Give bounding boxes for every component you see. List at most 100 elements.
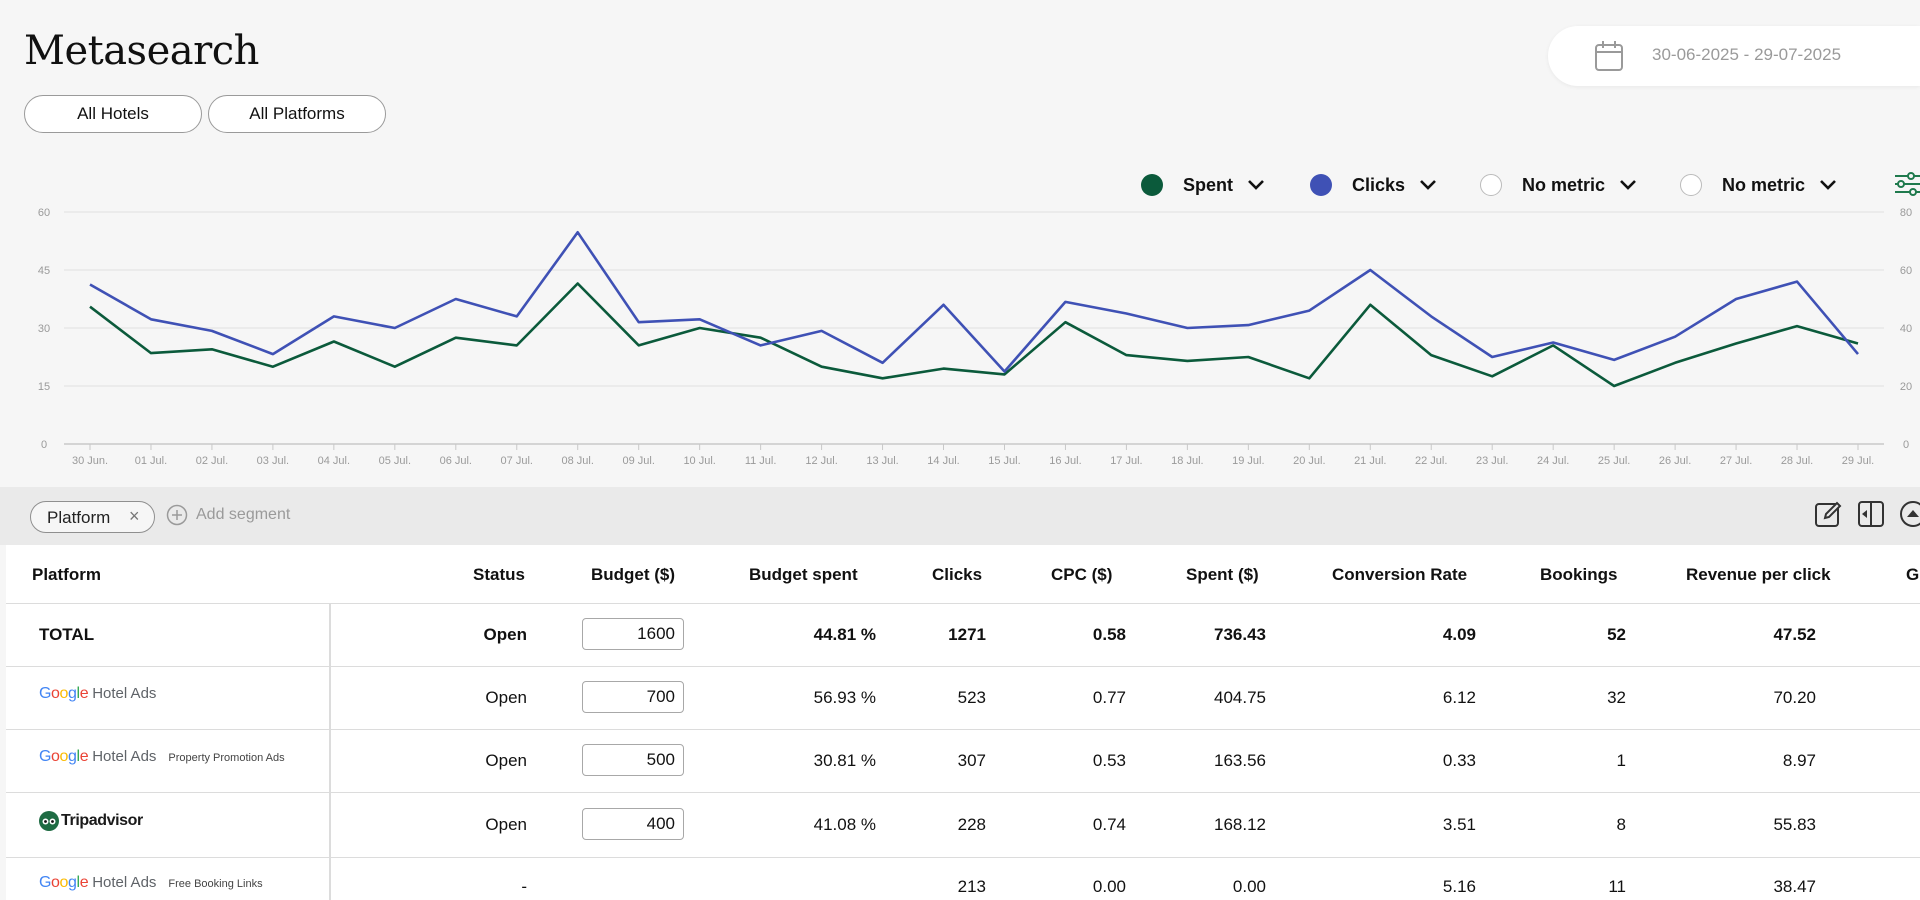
conversion-cell: 5.16 (1442, 877, 1476, 896)
col-header-status[interactable]: Status (473, 565, 525, 584)
x-axis-tick-label: 14 Jul. (927, 455, 959, 467)
google-wordmark: Google (39, 685, 89, 702)
tripadvisor-owl-icon (39, 811, 59, 831)
spent-cell: 404.75 (1214, 688, 1266, 707)
collapse-up-icon[interactable] (1898, 499, 1920, 529)
spent-cell: 736.43 (1214, 625, 1266, 644)
columns-icon[interactable] (1856, 499, 1886, 529)
budget-input[interactable]: 700 (582, 681, 684, 713)
legend-item-clicks[interactable]: Clicks (1310, 170, 1437, 200)
conversion-cell: 4.09 (1442, 625, 1476, 644)
cpc-cell: 0.53 (1092, 751, 1126, 770)
platform-name: Hotel Ads (92, 874, 157, 891)
left-axis-tick-label: 0 (41, 439, 47, 451)
cpc-cell: 0.00 (1092, 877, 1126, 896)
legend-item-spent[interactable]: Spent (1141, 170, 1265, 200)
column-divider (329, 603, 331, 900)
col-header-conversion-rate[interactable]: Conversion Rate (1332, 565, 1468, 584)
series-line-clicks (89, 230, 1859, 373)
x-axis-tick-label: 04 Jul. (318, 455, 350, 467)
all-platforms-filter-button[interactable]: All Platforms (208, 95, 386, 133)
x-axis-tick-label: 23 Jul. (1476, 455, 1508, 467)
left-axis-tick-label: 30 (38, 323, 50, 335)
empty-dot-icon (1480, 174, 1502, 196)
table-row: Google Hotel Ads Property Promotion Ads … (6, 729, 1920, 792)
status-cell: Open (485, 751, 527, 770)
clicks-cell: 1271 (948, 625, 986, 644)
budget-input[interactable]: 1600 (582, 618, 684, 650)
x-axis-tick-label: 22 Jul. (1415, 455, 1447, 467)
budget-spent-cell: 41.08 % (813, 815, 876, 834)
col-header-bookings[interactable]: Bookings (1540, 565, 1618, 584)
date-range-text: 30-06-2025 - 29-07-2025 (1652, 45, 1842, 64)
platform-subtype: Property Promotion Ads (168, 752, 285, 764)
google-wordmark: Google (39, 748, 89, 765)
x-axis-tick-label: 02 Jul. (196, 455, 228, 467)
x-axis-tick-label: 12 Jul. (805, 455, 837, 467)
right-axis-tick-label: 0 (1903, 439, 1909, 451)
legend-item-no-metric-2[interactable]: No metric (1680, 170, 1837, 200)
platform-subtype: Free Booking Links (168, 878, 263, 890)
cpc-cell: 0.77 (1092, 688, 1126, 707)
status-cell: Open (483, 625, 527, 644)
conversion-cell: 6.12 (1442, 688, 1476, 707)
rpc-cell: 8.97 (1782, 751, 1816, 770)
x-axis-tick-label: 27 Jul. (1720, 455, 1752, 467)
status-cell: Open (485, 815, 527, 834)
budget-spent-cell: 44.81 % (813, 625, 876, 644)
budget-input[interactable]: 400 (582, 808, 684, 840)
table-row: Google Hotel Ads Free Booking Links - 21… (6, 857, 1920, 900)
spent-cell: 0.00 (1232, 877, 1266, 896)
clicks-cell: 228 (957, 815, 986, 834)
legend-label-no-metric-1: No metric (1522, 174, 1606, 195)
col-header-platform[interactable]: Platform (32, 565, 101, 584)
chevron-down-icon (1820, 180, 1836, 190)
table-row: Google Hotel Ads Open 700 56.93 % 523 0.… (6, 666, 1920, 729)
spent-cell: 168.12 (1214, 815, 1266, 834)
col-header-revenue-per-click[interactable]: Revenue per click (1686, 565, 1831, 584)
col-header-budget-spent[interactable]: Budget spent (749, 565, 858, 584)
plus-circle-icon (166, 504, 188, 526)
conversion-cell: 0.33 (1442, 751, 1476, 770)
google-hotel-ads-logo: Google Hotel Ads Property Promotion Ads (39, 748, 285, 766)
google-wordmark: Google (39, 874, 89, 891)
google-hotel-ads-logo: Google Hotel Ads (39, 685, 156, 703)
legend-label-spent: Spent (1183, 174, 1234, 195)
col-header-spent[interactable]: Spent ($) (1186, 565, 1259, 584)
col-header-cpc[interactable]: CPC ($) (1051, 565, 1113, 584)
close-icon[interactable]: × (129, 506, 140, 526)
left-axis-tick-label: 45 (38, 265, 50, 277)
chart-settings-sliders-icon[interactable] (1893, 172, 1920, 196)
legend-item-no-metric-1[interactable]: No metric (1480, 170, 1637, 200)
spent-cell: 163.56 (1214, 751, 1266, 770)
x-axis-tick-label: 03 Jul. (257, 455, 289, 467)
all-hotels-filter-button[interactable]: All Hotels (24, 95, 202, 133)
right-axis-tick-label: 80 (1900, 207, 1912, 219)
col-header-budget[interactable]: Budget ($) (591, 565, 676, 584)
spent-dot-icon (1141, 174, 1163, 196)
x-axis-tick-label: 17 Jul. (1110, 455, 1142, 467)
x-axis-tick-label: 21 Jul. (1354, 455, 1386, 467)
clicks-cell: 307 (957, 751, 986, 770)
bookings-cell: 8 (1616, 815, 1626, 834)
status-cell: Open (485, 688, 527, 707)
legend-label-no-metric-2: No metric (1722, 174, 1806, 195)
clicks-dot-icon (1310, 174, 1332, 196)
clicks-cell: 523 (957, 688, 986, 707)
budget-input[interactable]: 500 (582, 744, 684, 776)
bookings-cell: 32 (1607, 688, 1626, 707)
cpc-cell: 0.74 (1092, 815, 1126, 834)
rpc-cell: 47.52 (1773, 625, 1816, 644)
x-axis-tick-label: 18 Jul. (1171, 455, 1203, 467)
series-line-spent (89, 282, 1859, 388)
col-header-g[interactable]: G (1906, 565, 1920, 584)
segment-chip-platform[interactable]: Platform × (30, 501, 155, 533)
empty-dot-icon (1680, 174, 1702, 196)
left-axis-tick-label: 15 (38, 381, 50, 393)
add-segment-button[interactable]: Add segment (166, 504, 290, 526)
platform-cell: TOTAL (39, 625, 95, 644)
col-header-clicks[interactable]: Clicks (932, 565, 983, 584)
x-axis-tick-label: 24 Jul. (1537, 455, 1569, 467)
date-range-picker[interactable]: 30-06-2025 - 29-07-2025 (1548, 26, 1920, 86)
edit-icon[interactable] (1813, 499, 1843, 529)
